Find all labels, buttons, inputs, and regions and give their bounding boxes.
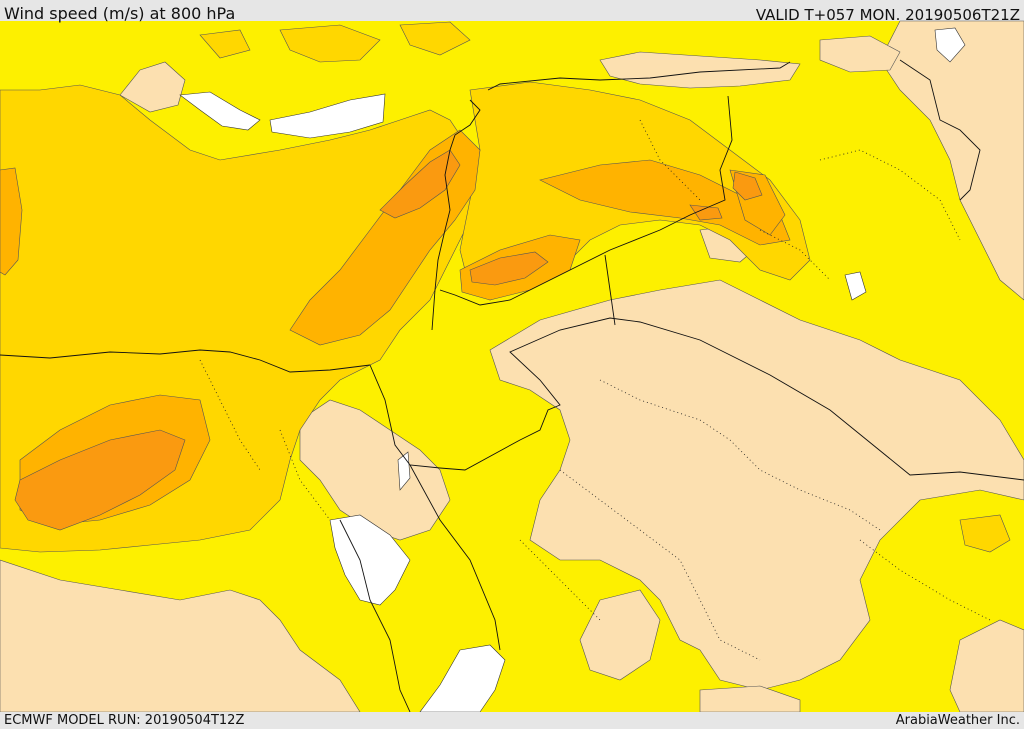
map-title: Wind speed (m/s) at 800 hPa [4,4,236,23]
country-borders [0,59,1024,713]
credit-label: ArabiaWeather Inc. [895,713,1020,728]
valid-time-label: VALID T+057 MON. 20190506T21Z [755,6,1020,24]
water-no-data [179,27,966,713]
footer-bar: ECMWF MODEL RUN: 20190504T12Z ArabiaWeat… [0,712,1024,729]
header-bar [0,0,1024,21]
province-boundaries [199,119,991,661]
model-run-label: ECMWF MODEL RUN: 20190504T12Z [4,713,245,728]
wind-band-light [0,20,1024,713]
wind-band-orange [14,149,763,531]
